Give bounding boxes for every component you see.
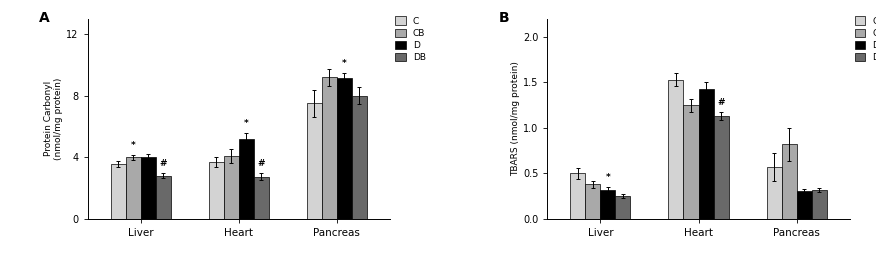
Y-axis label: TBARS (nmol/mg protein): TBARS (nmol/mg protein) (511, 61, 520, 176)
Legend: C, CB, D, DB: C, CB, D, DB (852, 15, 876, 64)
Bar (616, 196, 631, 219)
Y-axis label: Protein Carbonyl
(nmol/mg protein): Protein Carbonyl (nmol/mg protein) (44, 78, 63, 160)
Bar (585, 184, 600, 219)
Text: A: A (39, 11, 50, 25)
Text: #: # (258, 159, 265, 168)
Bar (337, 78, 352, 219)
Bar (352, 96, 367, 219)
Bar (141, 157, 156, 219)
Bar (110, 164, 125, 219)
Bar (698, 89, 714, 219)
Bar (812, 190, 827, 219)
Bar (668, 80, 683, 219)
Bar (307, 103, 321, 219)
Text: *: * (244, 119, 249, 128)
Bar (766, 167, 781, 219)
Bar (208, 162, 223, 219)
Bar (714, 116, 729, 219)
Text: B: B (499, 11, 510, 25)
Bar (781, 144, 796, 219)
Bar (156, 176, 171, 219)
Bar (600, 190, 616, 219)
Text: #: # (717, 99, 724, 107)
Text: *: * (131, 141, 136, 150)
Bar (125, 157, 141, 219)
Bar (683, 105, 698, 219)
Text: #: # (159, 159, 167, 168)
Bar (796, 191, 812, 219)
Text: *: * (342, 58, 347, 68)
Bar (223, 156, 239, 219)
Bar (570, 174, 585, 219)
Bar (321, 77, 337, 219)
Legend: C, CB, D, DB: C, CB, D, DB (393, 15, 427, 64)
Bar (239, 139, 254, 219)
Text: *: * (605, 173, 611, 182)
Bar (254, 176, 269, 219)
